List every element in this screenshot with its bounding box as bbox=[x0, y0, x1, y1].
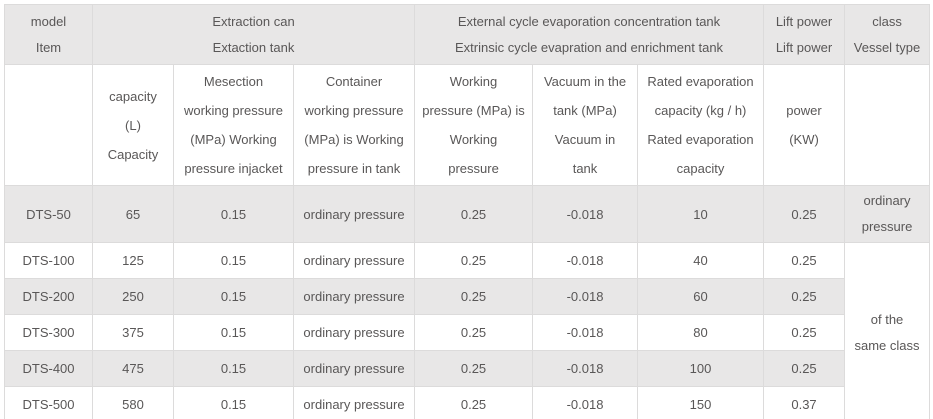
cell-tank-pressure: ordinary pressure bbox=[292, 386, 416, 419]
cell-jacket-pressure: 0.15 bbox=[173, 185, 294, 243]
cell-model: DTS-300 bbox=[4, 314, 93, 351]
cell-class-merged: of the same class bbox=[844, 242, 931, 419]
cell-evap-capacity: 40 bbox=[637, 242, 765, 279]
table-row: DTS-300 375 0.15 ordinary pressure 0.25 … bbox=[4, 314, 930, 351]
cell-vacuum: -0.018 bbox=[532, 350, 639, 387]
header-evap-capacity: Rated evaporation capacity (kg / h) Rate… bbox=[637, 64, 765, 186]
header-vessel-type: class Vessel type bbox=[844, 4, 931, 65]
cell-model: DTS-100 bbox=[4, 242, 93, 279]
cell-power: 0.25 bbox=[763, 278, 846, 315]
cell-tank-pressure: ordinary pressure bbox=[292, 185, 416, 243]
cell-capacity: 475 bbox=[92, 350, 174, 387]
cell-model: DTS-200 bbox=[4, 278, 93, 315]
cell-class: ordinary pressure bbox=[844, 185, 931, 243]
cell-power: 0.25 bbox=[763, 185, 846, 243]
header-model-item: model Item bbox=[4, 4, 93, 65]
cell-tank-pressure: ordinary pressure bbox=[292, 350, 416, 387]
header-working-pressure: Working pressure (MPa) is Working pressu… bbox=[414, 64, 534, 186]
cell-working-pressure: 0.25 bbox=[414, 185, 534, 243]
cell-model: DTS-50 bbox=[4, 185, 93, 243]
header-row-2: capacity (L) Capacity Mesection working … bbox=[4, 64, 931, 186]
cell-jacket-pressure: 0.15 bbox=[173, 386, 294, 419]
table-row: DTS-50 65 0.15 ordinary pressure 0.25 -0… bbox=[4, 185, 931, 243]
cell-vacuum: -0.018 bbox=[532, 386, 639, 419]
cell-tank-pressure: ordinary pressure bbox=[292, 278, 416, 315]
header-extraction-tank: Extraction can Extaction tank bbox=[91, 4, 416, 65]
cell-vacuum: -0.018 bbox=[532, 314, 639, 351]
table-row: DTS-500 580 0.15 ordinary pressure 0.25 … bbox=[4, 386, 930, 419]
cell-power: 0.25 bbox=[763, 314, 846, 351]
table-row: DTS-100 125 0.15 ordinary pressure 0.25 … bbox=[4, 242, 931, 419]
cell-working-pressure: 0.25 bbox=[414, 278, 534, 315]
cell-vacuum: -0.018 bbox=[532, 242, 639, 279]
cell-model: DTS-400 bbox=[4, 350, 93, 387]
cell-tank-pressure: ordinary pressure bbox=[292, 242, 416, 279]
spec-table: model Item Extraction can Extaction tank… bbox=[4, 4, 931, 419]
cell-capacity: 65 bbox=[92, 185, 174, 243]
cell-power: 0.25 bbox=[763, 350, 846, 387]
cell-power: 0.25 bbox=[763, 242, 846, 279]
cell-evap-capacity: 100 bbox=[637, 350, 765, 387]
cell-model: DTS-500 bbox=[4, 386, 93, 419]
header-blank-left bbox=[4, 64, 93, 186]
cell-evap-capacity: 60 bbox=[637, 278, 765, 315]
table-row: DTS-400 475 0.15 ordinary pressure 0.25 … bbox=[4, 350, 930, 387]
cell-jacket-pressure: 0.15 bbox=[173, 242, 294, 279]
header-power: power (KW) bbox=[763, 64, 846, 186]
cell-working-pressure: 0.25 bbox=[414, 314, 534, 351]
table-row: DTS-200 250 0.15 ordinary pressure 0.25 … bbox=[4, 278, 930, 315]
header-vacuum: Vacuum in the tank (MPa) Vacuum in tank bbox=[532, 64, 639, 186]
header-capacity: capacity (L) Capacity bbox=[92, 64, 174, 186]
cell-evap-capacity: 150 bbox=[637, 386, 765, 419]
cell-working-pressure: 0.25 bbox=[414, 386, 534, 419]
cell-vacuum: -0.018 bbox=[532, 185, 639, 243]
cell-vacuum: -0.018 bbox=[532, 278, 639, 315]
header-lift-power: Lift power Lift power bbox=[763, 4, 846, 65]
cell-evap-capacity: 80 bbox=[637, 314, 765, 351]
cell-jacket-pressure: 0.15 bbox=[173, 314, 294, 351]
header-external-cycle-tank: External cycle evaporation concentration… bbox=[414, 4, 765, 65]
cell-power: 0.37 bbox=[763, 386, 846, 419]
cell-evap-capacity: 10 bbox=[637, 185, 765, 243]
cell-working-pressure: 0.25 bbox=[414, 350, 534, 387]
cell-capacity: 375 bbox=[92, 314, 174, 351]
header-tank-pressure: Container working pressure (MPa) is Work… bbox=[292, 64, 416, 186]
cell-jacket-pressure: 0.15 bbox=[173, 278, 294, 315]
cell-capacity: 125 bbox=[92, 242, 174, 279]
cell-capacity: 250 bbox=[92, 278, 174, 315]
cell-tank-pressure: ordinary pressure bbox=[292, 314, 416, 351]
header-blank-right bbox=[844, 64, 931, 186]
header-row-1: model Item Extraction can Extaction tank… bbox=[4, 4, 931, 65]
cell-capacity: 580 bbox=[92, 386, 174, 419]
header-jacket-pressure: Mesection working pressure (MPa) Working… bbox=[173, 64, 294, 186]
cell-jacket-pressure: 0.15 bbox=[173, 350, 294, 387]
cell-working-pressure: 0.25 bbox=[414, 242, 534, 279]
